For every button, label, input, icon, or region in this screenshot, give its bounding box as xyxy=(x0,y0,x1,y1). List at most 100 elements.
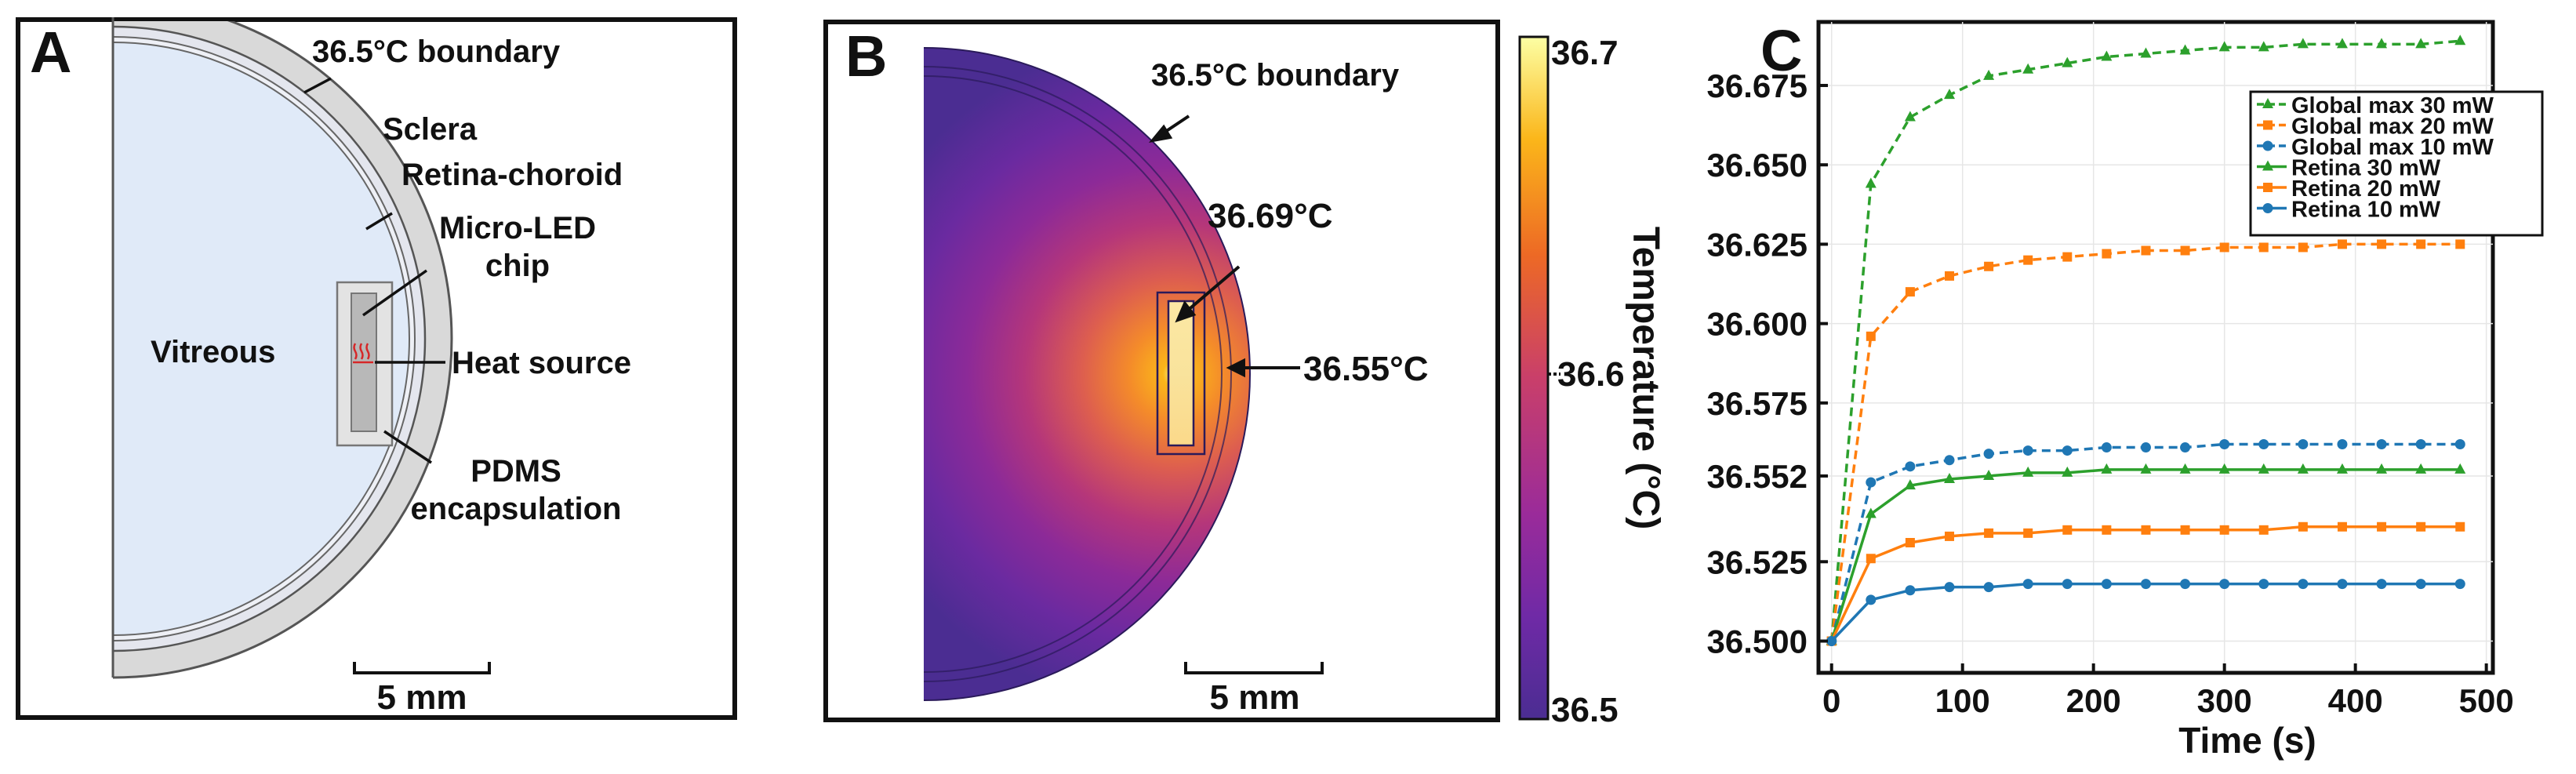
data-point xyxy=(2062,445,2073,456)
heat-waves-icon xyxy=(353,343,373,364)
data-point xyxy=(1866,477,1877,488)
data-point xyxy=(2219,438,2230,449)
data-point xyxy=(1905,461,1916,472)
data-point xyxy=(2140,47,2152,58)
data-point xyxy=(2140,579,2151,590)
data-point xyxy=(2258,579,2269,590)
vitreous-label: Vitreous xyxy=(151,335,275,369)
data-point xyxy=(1983,69,1995,80)
scale-bar-a xyxy=(353,662,491,674)
data-point xyxy=(2377,521,2387,532)
legend-item-global-max-30-mw: Global max 30 mW xyxy=(2257,93,2494,118)
panel-b-letter: B xyxy=(845,24,887,89)
legend-label: Retina 20 mW xyxy=(2291,176,2441,202)
data-point xyxy=(2376,579,2387,590)
legend-item-retina-30-mw: Retina 30 mW xyxy=(2257,156,2441,181)
data-point xyxy=(2336,38,2348,49)
y-tick-label: 36.675 xyxy=(1707,67,1808,104)
data-point xyxy=(2062,579,2073,590)
y-tick-label: 36.650 xyxy=(1707,147,1808,184)
boundary-label-a: 36.5°C boundary xyxy=(312,35,561,69)
legend-label: Retina 30 mW xyxy=(2291,156,2441,181)
colorbar-mid-label: 36.6 xyxy=(1557,355,1625,394)
data-point xyxy=(2454,438,2465,449)
colorbar-max-label: 36.7 xyxy=(1551,34,1619,72)
data-point xyxy=(2258,463,2269,474)
heat-source-label: Heat source xyxy=(452,346,631,380)
data-point xyxy=(2179,44,2191,55)
legend-swatch-marker xyxy=(2263,183,2273,192)
series-retina-20-mw xyxy=(1826,521,2465,646)
data-point xyxy=(1905,538,1915,547)
y-tick-label: 36.552 xyxy=(1707,458,1808,495)
data-point xyxy=(1826,636,1837,647)
data-point xyxy=(2219,579,2230,590)
data-point xyxy=(2376,438,2387,449)
panel-a: A 36.5°C boundary Sclera Retina-choroid … xyxy=(16,17,737,720)
legend-swatch-marker xyxy=(2262,140,2273,151)
data-point xyxy=(2101,463,2113,474)
data-point xyxy=(2101,50,2113,61)
data-point xyxy=(2336,463,2348,474)
x-tick-label: 500 xyxy=(2459,682,2514,719)
data-point xyxy=(1983,449,1994,460)
data-point xyxy=(2180,442,2191,453)
data-point xyxy=(2022,579,2033,590)
data-point xyxy=(2337,239,2347,249)
data-point xyxy=(2180,245,2190,256)
series-retina-10-mw xyxy=(1826,579,2465,647)
legend-label: Global max 20 mW xyxy=(2291,114,2494,140)
data-point xyxy=(1866,331,1876,341)
temperature-field xyxy=(924,47,1251,701)
data-point xyxy=(2022,466,2034,477)
data-point xyxy=(2454,463,2466,474)
x-tick-label: 0 xyxy=(1822,682,1840,719)
legend-label: Global max 30 mW xyxy=(2291,93,2494,118)
colorbar-title: Temperature (°C) xyxy=(1625,227,1666,529)
data-point xyxy=(2101,442,2112,453)
x-tick-label: 200 xyxy=(2066,682,2121,719)
data-point xyxy=(1865,177,1877,188)
panel-a-letter: A xyxy=(30,20,71,85)
data-point xyxy=(1904,111,1916,122)
chip-hotspot xyxy=(1167,300,1195,447)
data-point xyxy=(2141,525,2151,535)
data-point xyxy=(2455,521,2465,532)
pdms-label-line1: PDMS xyxy=(471,454,561,489)
data-point xyxy=(1905,585,1916,596)
legend-item-global-max-10-mw: Global max 10 mW xyxy=(2257,135,2494,160)
colorbar-gradient xyxy=(1518,35,1550,721)
legend-swatch-marker xyxy=(2263,120,2273,130)
data-point xyxy=(2376,463,2388,474)
data-point xyxy=(2298,579,2309,590)
data-point xyxy=(2298,438,2309,449)
series-layer xyxy=(1826,35,2466,647)
data-point xyxy=(2218,463,2230,474)
micro-led-label-line2: chip xyxy=(485,249,550,283)
data-point xyxy=(2219,242,2229,253)
data-point xyxy=(2180,579,2191,590)
data-point xyxy=(2062,252,2073,262)
data-point xyxy=(2022,63,2034,74)
panel-c-letter: C xyxy=(1760,18,1802,83)
data-point xyxy=(2258,242,2269,253)
retina-temp-label: 36.55°C xyxy=(1303,350,1428,388)
data-point xyxy=(1983,469,1995,480)
series-global-max-10-mw xyxy=(1826,438,2465,647)
data-point xyxy=(2415,463,2427,474)
data-point xyxy=(2298,242,2308,253)
data-point xyxy=(2258,438,2269,449)
data-point xyxy=(2140,463,2152,474)
series-global-max-30-mw xyxy=(1826,35,2466,645)
tick-layer: 0 100 200 300 400 500 36.500 36.525 36.552 36.575… xyxy=(1707,67,2514,719)
data-point xyxy=(2101,579,2112,590)
scale-label-b: 5 mm xyxy=(1210,678,1300,717)
legend-item-global-max-20-mw: Global max 20 mW xyxy=(2257,114,2494,140)
panel-c-chart: 0 100 200 300 400 500 36.500 36.525 36.552 36.575… xyxy=(1707,18,2544,761)
data-point xyxy=(2062,466,2073,477)
y-tick-label: 36.525 xyxy=(1707,543,1808,580)
data-point xyxy=(2179,463,2191,474)
data-point xyxy=(2023,528,2033,538)
scale-label-a: 5 mm xyxy=(377,678,467,717)
